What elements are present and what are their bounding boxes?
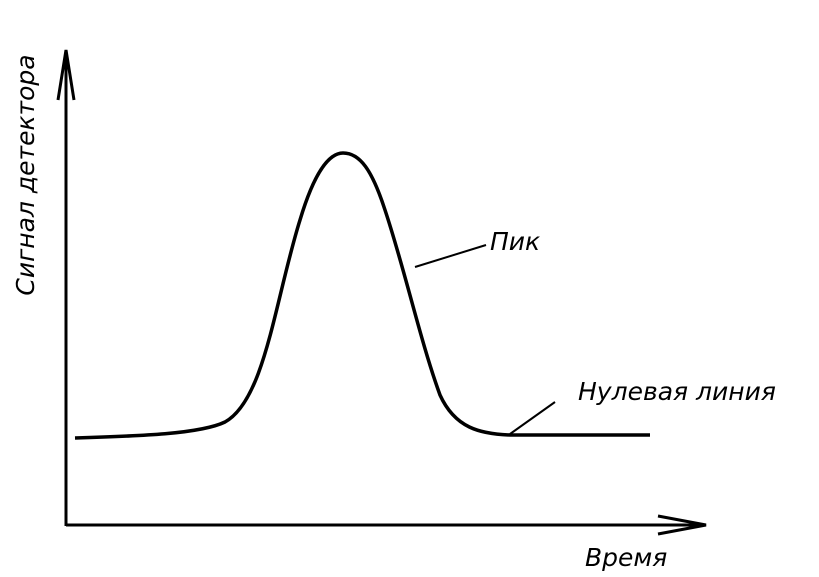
x-axis-arrow: [657, 514, 707, 536]
baseline-label: Нулевая линия: [578, 377, 776, 406]
y-axis-arrow: [56, 49, 76, 101]
peak-label: Пик: [490, 227, 540, 256]
x-axis-label: Время: [585, 543, 667, 572]
peak-leader: [414, 244, 487, 268]
peak-curve: [74, 151, 650, 440]
y-axis-label: Сигнал детектора: [11, 54, 40, 295]
baseline-leader: [509, 401, 556, 435]
